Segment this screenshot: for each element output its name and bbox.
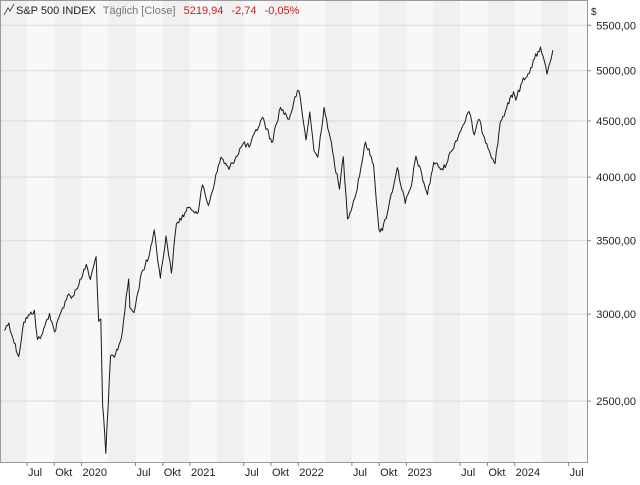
x-tick-label: Okt xyxy=(272,467,289,479)
quarter-band xyxy=(162,0,191,462)
y-tick-label: 4500,00 xyxy=(596,116,636,128)
x-tick-label: Okt xyxy=(164,467,181,479)
interval-label[interactable]: Täglich [Close] xyxy=(103,5,176,17)
quarter-band xyxy=(216,0,244,462)
quarter-band xyxy=(190,0,217,462)
last-price: 5219,94 xyxy=(184,5,224,17)
x-tick-label: Okt xyxy=(55,467,72,479)
month-bands xyxy=(0,0,587,462)
x-tick-label: Jul xyxy=(136,467,150,479)
quarter-band xyxy=(298,0,325,462)
svg-text:S&P 500 INDEX Täglich: S&P 500 INDEX Täglich [Close] 5219,94 -2… xyxy=(16,5,300,17)
quarter-band xyxy=(135,0,163,462)
y-tick-label: 3500,00 xyxy=(596,236,636,248)
x-tick-label: Okt xyxy=(488,467,505,479)
line-chart-icon[interactable] xyxy=(3,3,15,16)
quarter-band xyxy=(26,0,55,462)
quarter-band xyxy=(270,0,299,462)
quarter-band xyxy=(487,0,515,462)
y-tick-label: 5000,00 xyxy=(596,66,636,78)
x-tick-label: Jul xyxy=(461,467,475,479)
quarter-band xyxy=(433,0,461,462)
change-absolute: -2,74 xyxy=(231,5,256,17)
change-percent: -0,05% xyxy=(265,5,300,17)
quarter-band xyxy=(541,0,569,462)
y-axis: 2500,00 3000,00 3500,00 4000,00 4500,00 5000,… xyxy=(587,20,636,408)
quarter-band xyxy=(324,0,352,462)
quarter-band xyxy=(0,0,27,462)
y-tick-label: 5500,00 xyxy=(596,20,636,32)
x-tick-label: 2022 xyxy=(299,467,323,479)
x-tick-label: Jul xyxy=(353,467,367,479)
quarter-band xyxy=(243,0,271,462)
sp500-close-line xyxy=(3,46,554,454)
chart-header: S&P 500 INDEX Täglich [Close] 5219,94 -2… xyxy=(3,3,300,17)
quarter-band xyxy=(406,0,434,462)
x-tick-label: Jul xyxy=(28,467,42,479)
x-tick-label: Jul xyxy=(245,467,259,479)
series-line xyxy=(3,46,554,454)
y-tick-label: 3000,00 xyxy=(596,309,636,321)
x-tick-label: 2020 xyxy=(83,467,107,479)
quarter-band xyxy=(379,0,407,462)
currency-label: $ xyxy=(591,7,597,18)
horizontal-gridlines xyxy=(0,24,587,402)
x-tick-label: Okt xyxy=(380,467,397,479)
quarter-band xyxy=(568,0,587,462)
quarter-band xyxy=(514,0,542,462)
y-tick-label: 4000,00 xyxy=(596,172,636,184)
quarter-band xyxy=(108,0,136,462)
quarter-band xyxy=(351,0,380,462)
x-tick-label: 2021 xyxy=(191,467,215,479)
quarter-band xyxy=(54,0,82,462)
x-tick-label: Jul xyxy=(570,467,584,479)
quarter-band xyxy=(460,0,488,462)
x-tick-label: 2023 xyxy=(407,467,431,479)
quarter-band xyxy=(81,0,109,462)
plot-border xyxy=(0,0,588,463)
x-axis: Jul Okt 2020 Jul Okt 2021 Jul Okt 2022 Jul Okt 2023… xyxy=(26,462,584,479)
y-tick-label: 2500,00 xyxy=(596,396,636,408)
instrument-name: S&P 500 INDEX xyxy=(16,5,97,17)
x-tick-label: 2024 xyxy=(516,467,540,479)
